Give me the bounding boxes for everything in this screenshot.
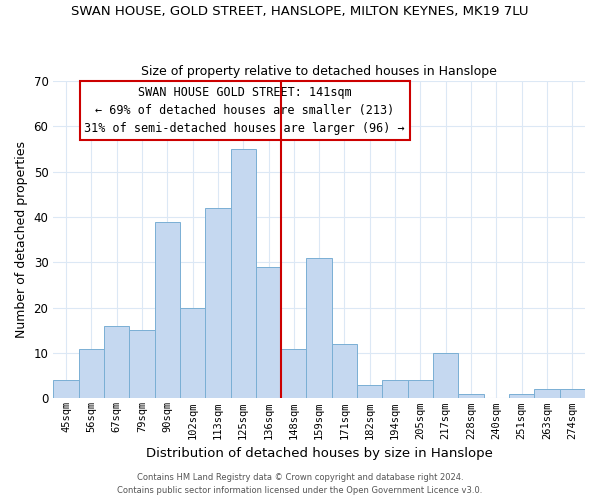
Bar: [129, 330, 155, 398]
Bar: [53, 380, 79, 398]
Title: Size of property relative to detached houses in Hanslope: Size of property relative to detached ho…: [141, 66, 497, 78]
Bar: [104, 326, 129, 398]
Bar: [307, 258, 332, 398]
Bar: [509, 394, 535, 398]
Bar: [281, 348, 307, 399]
Text: Contains HM Land Registry data © Crown copyright and database right 2024.
Contai: Contains HM Land Registry data © Crown c…: [118, 474, 482, 495]
Bar: [155, 222, 180, 398]
Bar: [382, 380, 408, 398]
Y-axis label: Number of detached properties: Number of detached properties: [15, 141, 28, 338]
Bar: [205, 208, 230, 398]
Bar: [560, 390, 585, 398]
Bar: [535, 390, 560, 398]
Bar: [357, 385, 382, 398]
Bar: [433, 353, 458, 399]
Bar: [230, 149, 256, 398]
Text: SWAN HOUSE GOLD STREET: 141sqm
← 69% of detached houses are smaller (213)
31% of: SWAN HOUSE GOLD STREET: 141sqm ← 69% of …: [85, 86, 405, 135]
Bar: [458, 394, 484, 398]
Bar: [256, 267, 281, 398]
Bar: [408, 380, 433, 398]
X-axis label: Distribution of detached houses by size in Hanslope: Distribution of detached houses by size …: [146, 447, 493, 460]
Bar: [79, 348, 104, 399]
Bar: [332, 344, 357, 399]
Bar: [180, 308, 205, 398]
Text: SWAN HOUSE, GOLD STREET, HANSLOPE, MILTON KEYNES, MK19 7LU: SWAN HOUSE, GOLD STREET, HANSLOPE, MILTO…: [71, 5, 529, 18]
